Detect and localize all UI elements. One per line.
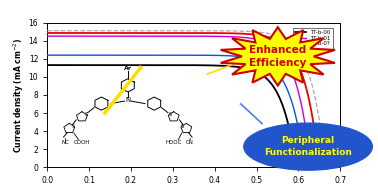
Text: Peripheral
Functionalization: Peripheral Functionalization	[264, 136, 352, 157]
Y-axis label: Current density (mA cm$^{-2}$): Current density (mA cm$^{-2}$)	[11, 37, 26, 153]
Ellipse shape	[244, 123, 372, 170]
Legend: TT-b-00, TT-b-01, TT-b-0?: TT-b-00, TT-b-01, TT-b-0?	[293, 27, 333, 49]
Text: Enhanced
Efficiency: Enhanced Efficiency	[249, 45, 307, 68]
Polygon shape	[221, 27, 335, 86]
